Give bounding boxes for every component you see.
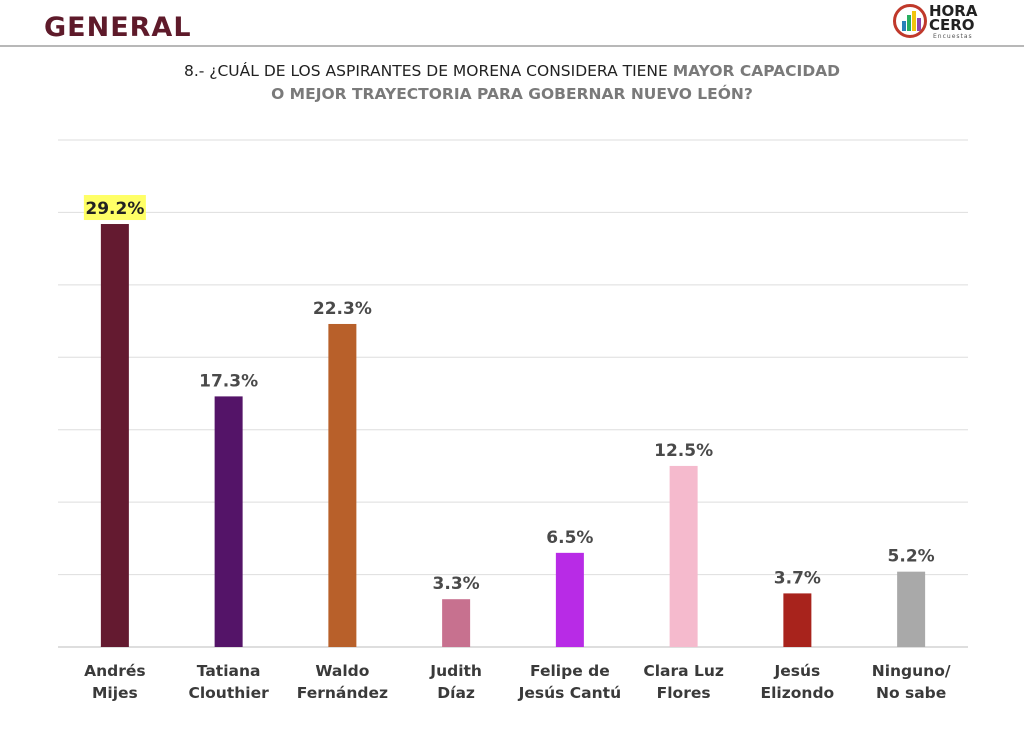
bar — [100, 224, 129, 647]
category-label: Jesús Cantú — [518, 684, 621, 702]
data-label: 3.3% — [433, 574, 480, 594]
category-label: Andrés — [84, 662, 146, 680]
question-highlight-1: MAYOR CAPACIDAD — [672, 62, 841, 80]
data-label: 29.2% — [85, 199, 144, 219]
category-label: Clouthier — [188, 684, 269, 702]
data-label: 17.3% — [199, 371, 258, 391]
category-label: No sabe — [876, 684, 946, 702]
bar — [328, 323, 357, 647]
logo-text: HORA CERO — [929, 2, 978, 34]
data-label: 12.5% — [654, 441, 713, 461]
bar — [669, 465, 698, 647]
logo-subtitle: Encuestas — [933, 33, 973, 40]
bar — [214, 396, 243, 647]
category-label: Mijes — [92, 684, 138, 702]
logo-line1: HORA — [929, 2, 978, 20]
page-title: GENERAL — [44, 12, 192, 43]
data-label: 5.2% — [888, 547, 935, 567]
hora-cero-logo: HORA CERO Encuestas — [893, 4, 993, 44]
category-label: Elizondo — [761, 684, 835, 702]
category-label: Judith — [429, 662, 482, 680]
data-label: 22.3% — [313, 299, 372, 319]
bar — [783, 593, 812, 647]
question-highlight-2: O MEJOR TRAYECTORIA PARA GOBERNAR NUEVO … — [271, 85, 753, 103]
value-highlight — [83, 195, 146, 221]
category-label: Fernández — [297, 684, 388, 702]
data-label: 3.7% — [774, 568, 821, 588]
category-label: Ninguno/ — [872, 662, 951, 680]
category-label: Felipe de — [530, 662, 610, 680]
category-label: Jesús — [773, 662, 820, 680]
category-label: Flores — [657, 684, 711, 702]
question-text: 8.- ¿CUÁL DE LOS ASPIRANTES DE MORENA CO… — [183, 62, 673, 80]
category-label: Waldo — [315, 662, 369, 680]
bar — [555, 552, 584, 647]
logo-icon — [893, 4, 927, 38]
logo-line2: CERO — [929, 16, 975, 34]
category-label: Clara Luz — [643, 662, 724, 680]
header-divider — [0, 45, 1024, 47]
data-label: 6.5% — [546, 528, 593, 548]
bar — [897, 571, 926, 647]
bar — [442, 599, 471, 647]
category-label: Díaz — [437, 684, 475, 702]
question-title: 8.- ¿CUÁL DE LOS ASPIRANTES DE MORENA CO… — [0, 60, 1024, 106]
category-label: Tatiana — [197, 662, 261, 680]
